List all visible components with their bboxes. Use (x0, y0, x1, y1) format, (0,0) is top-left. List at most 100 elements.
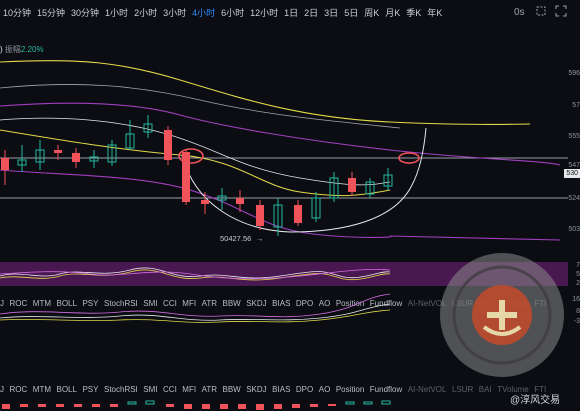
candles (1, 115, 393, 236)
indicator-tab[interactable]: SKDJ (246, 384, 267, 394)
indicator-tab[interactable]: J (0, 384, 4, 394)
timeframe-tab[interactable]: 年K (427, 7, 443, 18)
indicator-tab[interactable]: DPO (295, 384, 314, 394)
indicator-tab[interactable]: AI-NetVOL (407, 298, 447, 308)
ma-upper (0, 60, 531, 126)
indicator-tab[interactable]: DPO (295, 298, 314, 308)
candle (89, 150, 99, 168)
indicator-tab[interactable]: BAI (478, 384, 492, 394)
watermark-seal-logo (440, 253, 564, 377)
ma-lower (0, 129, 391, 197)
candle (256, 200, 264, 230)
indicator-tabs-2: J ROC MTM BOLL PSY StochRSI SMI CCI MFI ATR BBW SKD… (0, 382, 568, 396)
candlestick-chart[interactable]: 50427.56 → (0, 52, 580, 262)
indicator-tab[interactable]: CCI (163, 384, 177, 394)
indicator-tab[interactable]: CCI (163, 298, 177, 308)
osc1-tick: 7 (576, 262, 580, 269)
indicator-tab[interactable]: ROC (9, 298, 28, 308)
price-tick: 57 (572, 102, 580, 109)
band-line-1 (0, 84, 401, 129)
svg-text:→: → (256, 234, 264, 243)
highlight-circle-right (398, 152, 420, 164)
fullscreen-icon[interactable] (555, 5, 567, 20)
osc2-tick: -3 (573, 318, 580, 325)
low-price-annotation: 50427.56 (220, 234, 251, 243)
indicator-tab[interactable]: StochRSI (103, 384, 138, 394)
indicator-tab[interactable]: BOLL (56, 298, 77, 308)
indicator-tab[interactable]: PSY (82, 298, 99, 308)
timeframe-tab[interactable]: 3日 (324, 7, 339, 18)
timeframe-tab[interactable]: 10分钟 (3, 7, 32, 18)
oscillator-panel-2[interactable] (0, 290, 568, 332)
histogram-panel[interactable] (0, 398, 568, 411)
indicator-tab[interactable]: MTM (32, 298, 51, 308)
indicator-tab[interactable]: BOLL (56, 384, 77, 394)
timeframe-tab[interactable]: 月K (385, 7, 401, 18)
indicator-tab[interactable]: SMI (143, 298, 158, 308)
candle (311, 192, 321, 222)
indicator-tab[interactable]: Position (335, 384, 365, 394)
candle (217, 188, 227, 210)
timeframe-tab[interactable]: 12小时 (250, 7, 279, 18)
indicator-tab[interactable]: PSY (82, 384, 99, 394)
indicator-tab[interactable]: MFI (182, 384, 197, 394)
indicator-tab[interactable]: SKDJ (246, 298, 267, 308)
candle (348, 172, 356, 196)
settings-icon[interactable] (535, 5, 547, 20)
highlight-circle-left (178, 148, 204, 164)
osc1-tick: 2 (576, 280, 580, 287)
timeframe-tab[interactable]: 2小时 (134, 7, 158, 18)
watermark-text: @淳风交易 (510, 395, 561, 406)
candle (143, 115, 153, 138)
timeframe-tab[interactable]: 6小时 (221, 7, 245, 18)
indicator-tab[interactable]: MTM (32, 384, 51, 394)
timeframe-tab[interactable]: 30分钟 (71, 7, 100, 18)
candle (107, 140, 117, 166)
timeframe-tab[interactable]: 5日 (344, 7, 359, 18)
timeframe-tab[interactable]: 4小时 (192, 7, 216, 18)
indicator-tab[interactable]: BBW (222, 384, 241, 394)
indicator-tab[interactable]: ATR (201, 384, 217, 394)
indicator-tab[interactable]: StochRSI (103, 298, 138, 308)
indicator-tab[interactable]: BBW (222, 298, 241, 308)
indicator-tab[interactable]: SMI (143, 384, 158, 394)
timeframe-tab[interactable]: 1小时 (105, 7, 129, 18)
cup-pattern-curve (181, 127, 427, 233)
indicator-tab[interactable]: Fundflow (369, 384, 403, 394)
indicator-tab[interactable]: MFI (182, 298, 197, 308)
osc2-tick: 8 (576, 308, 580, 315)
timeframe-toolbar: 10分钟 15分钟 30分钟 1小时 2小时 3小时 4小时 6小时 12小时 1日 2日 3日 5日周… (0, 0, 580, 24)
price-tick: 596 (568, 70, 580, 77)
interval-label[interactable]: 0s (514, 7, 525, 18)
osc2-tick: 16 (572, 296, 580, 303)
indicator-tab[interactable]: Fundflow (369, 298, 403, 308)
indicator-tab[interactable]: J (0, 298, 4, 308)
candle (54, 145, 62, 160)
indicator-tab[interactable]: ATR (201, 298, 217, 308)
indicator-tab[interactable]: AO (318, 298, 331, 308)
candle (273, 198, 283, 236)
indicator-tab[interactable]: BIAS (272, 298, 291, 308)
indicator-tab[interactable]: FTI (534, 384, 547, 394)
timeframe-tab[interactable]: 1日 (284, 7, 299, 18)
candle (201, 192, 209, 214)
indicator-tab[interactable]: BIAS (272, 384, 291, 394)
indicator-tab[interactable]: TVolume (497, 384, 529, 394)
timeframe-tab[interactable]: 15分钟 (37, 7, 66, 18)
timeframe-tab[interactable]: 2日 (304, 7, 319, 18)
timeframe-tab[interactable]: 季K (406, 7, 422, 18)
osc1-tick: 5 (576, 271, 580, 278)
price-tick: 555 (568, 133, 580, 140)
indicator-tab[interactable]: LSUR (451, 384, 474, 394)
timeframe-tab[interactable]: 周K (364, 7, 380, 18)
indicator-tab[interactable]: AI-NetVOL (407, 384, 447, 394)
candle (236, 190, 244, 212)
candle (164, 126, 172, 165)
indicator-tab[interactable]: Position (335, 298, 365, 308)
indicator-tab[interactable]: ROC (9, 384, 28, 394)
indicator-tab[interactable]: AO (318, 384, 331, 394)
boll-upper (0, 102, 561, 166)
candle (17, 145, 27, 172)
timeframe-tab[interactable]: 3小时 (163, 7, 187, 18)
amplitude-readout: ) 振幅2.20% (0, 45, 44, 54)
